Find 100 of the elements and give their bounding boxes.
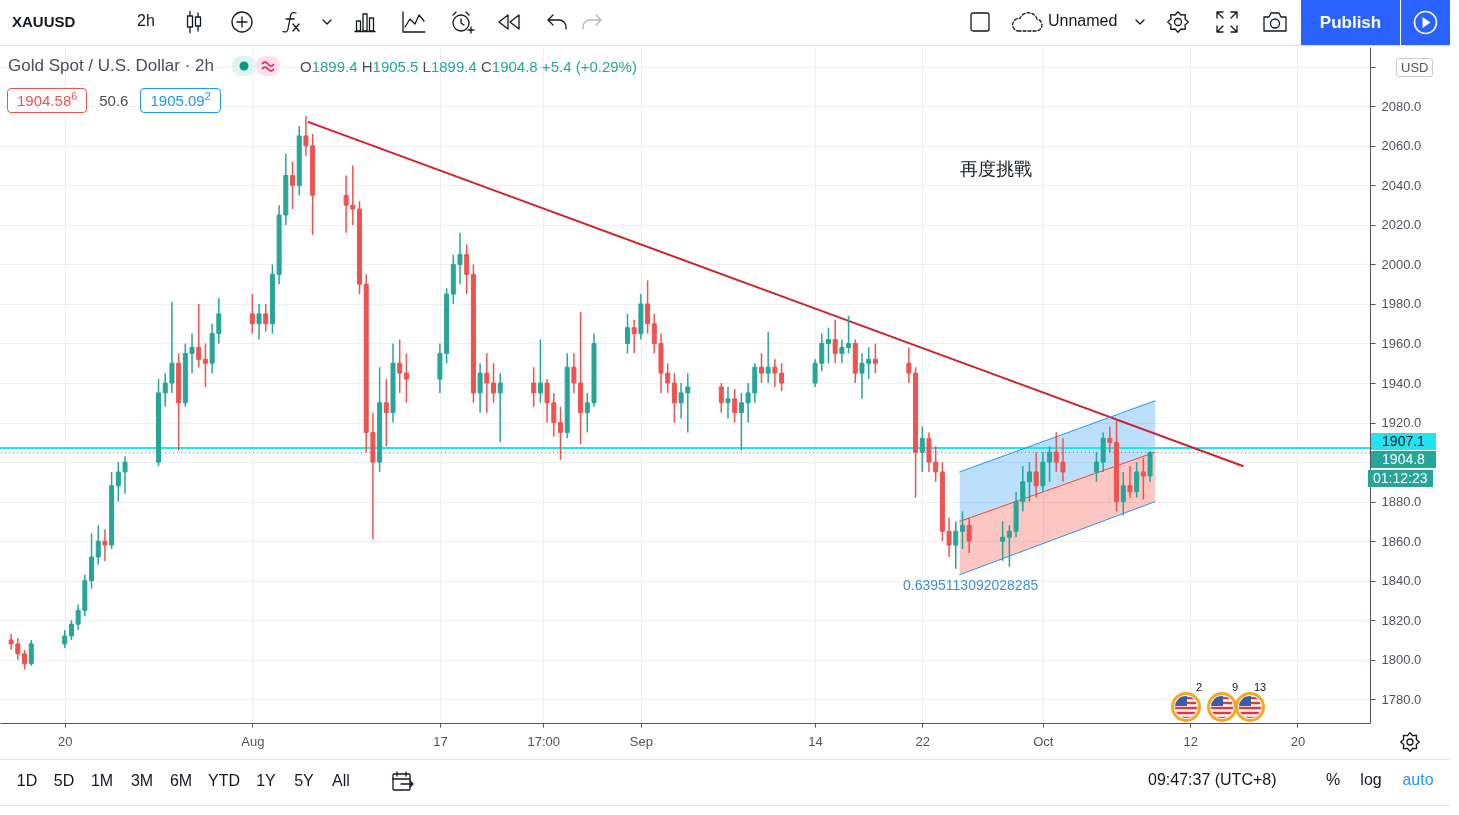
candlestick [1000,520,1006,562]
candlestick [671,372,677,424]
y-tick-label: 2040.0 [1381,177,1422,193]
candlestick [1140,457,1146,501]
annotation: 9 [1232,681,1239,693]
candlestick [102,528,108,562]
annotation: 50.6 [99,92,129,109]
ref-line-label: 1904.8 [1382,450,1425,468]
text: YTD [208,772,240,790]
candlestick [263,303,269,333]
annotation: 1905.09$^{2}$ [140,88,221,113]
text: 1M [90,772,114,790]
candlestick [1120,471,1126,517]
candlestick [625,313,630,355]
y-tick-label: 1820.0 [1381,612,1422,628]
candlestick [491,362,497,404]
annotation: 2 [1196,681,1203,693]
x-tick-label: 17:00 [527,733,560,749]
x-tick-label: 20 [1290,733,1306,749]
annotation: 1904.58$^{6}$ [7,88,88,113]
y-tick-label: 2000.0 [1381,256,1422,272]
text: 1Y [256,772,276,790]
y-tick-label: 1960.0 [1381,335,1422,351]
y-tick-label: 2080.0 [1381,98,1422,114]
x-tick-label: 20 [58,733,73,749]
candlestick [1134,461,1140,499]
candlestick [484,352,490,414]
candlestick [196,303,202,368]
candlestick [765,330,771,384]
candlestick [825,326,831,365]
candlestick [872,342,878,374]
text: 1D [16,772,38,790]
candlestick [477,362,483,414]
x-tick-label: Sep [629,733,653,749]
candlestick [645,279,651,335]
annotation: 0.6395113092028285 [903,577,1039,593]
x-tick-label: 12 [1183,733,1198,749]
y-tick-label: 1940.0 [1381,375,1422,391]
text: XAUUSD [12,13,76,30]
x-tick-label: 14 [808,733,823,749]
candlestick [953,520,959,570]
y-tick-label: 1800.0 [1381,652,1422,668]
candlestick [1100,431,1106,473]
candlestick [725,386,731,420]
x-tick-label: 17 [433,733,448,749]
candlestick [959,510,965,550]
text: All [332,772,350,790]
y-tick-label: 1920.0 [1381,415,1422,431]
candlestick [718,382,724,414]
candlestick [1127,465,1133,499]
annotation: 再度挑戰 [960,158,1032,181]
annotation: O1899.4 H1905.5 L1899.4 C1904.8 +5.4 (+0.29%) [299,57,637,75]
candlestick [397,338,403,394]
publish-button: Publish [1301,0,1400,45]
text: 6M [169,772,193,790]
candlestick [497,372,503,444]
x-tick-label: Aug [241,733,265,749]
text: % [1325,771,1341,789]
y-tick-label: 2060.0 [1381,138,1422,154]
x-tick-label: Oct [1033,733,1054,749]
text: 2h [137,12,155,30]
y-tick-label: 1860.0 [1381,533,1422,549]
annotation: 13 [1254,681,1267,693]
text: 09:47:37 (UTC+8) [1148,771,1277,789]
candlestick [531,366,537,408]
candlestick [732,388,738,424]
text: 3M [130,772,154,790]
candlestick [758,352,764,384]
y-tick-label: 1980.0 [1381,296,1422,312]
candlestick [202,342,208,388]
candlestick [256,303,262,341]
candlestick [1026,461,1032,503]
candlestick [22,649,28,671]
candlestick [290,160,296,210]
text: auto [1402,771,1434,789]
text: 5D [53,772,75,790]
candlestick [1033,451,1039,499]
candlestick [537,338,543,404]
x-tick-label: 22 [915,733,931,749]
candlestick [966,516,972,554]
text: log [1360,771,1382,789]
y-tick-label: 1840.0 [1381,573,1422,589]
ref-line-label: 1907.1 [1382,432,1425,450]
text: 5Y [294,772,314,790]
text: Unnamed [1048,12,1118,30]
candlestick [28,639,34,667]
candlestick [558,405,563,461]
y-tick-label: 1880.0 [1381,494,1422,510]
candlestick [249,293,255,335]
candlestick [403,352,409,404]
candlestick [95,524,101,566]
text: USD [1396,58,1434,77]
candlestick [832,319,838,365]
candlestick [383,378,389,448]
y-tick-label: 2020.0 [1381,217,1422,233]
candlestick [631,319,637,355]
text: 01:12:23 [1373,469,1428,487]
candlestick [89,532,95,590]
text: Gold Spot / U.S. Dollar · 2h [8,56,214,76]
candlestick [464,243,470,295]
